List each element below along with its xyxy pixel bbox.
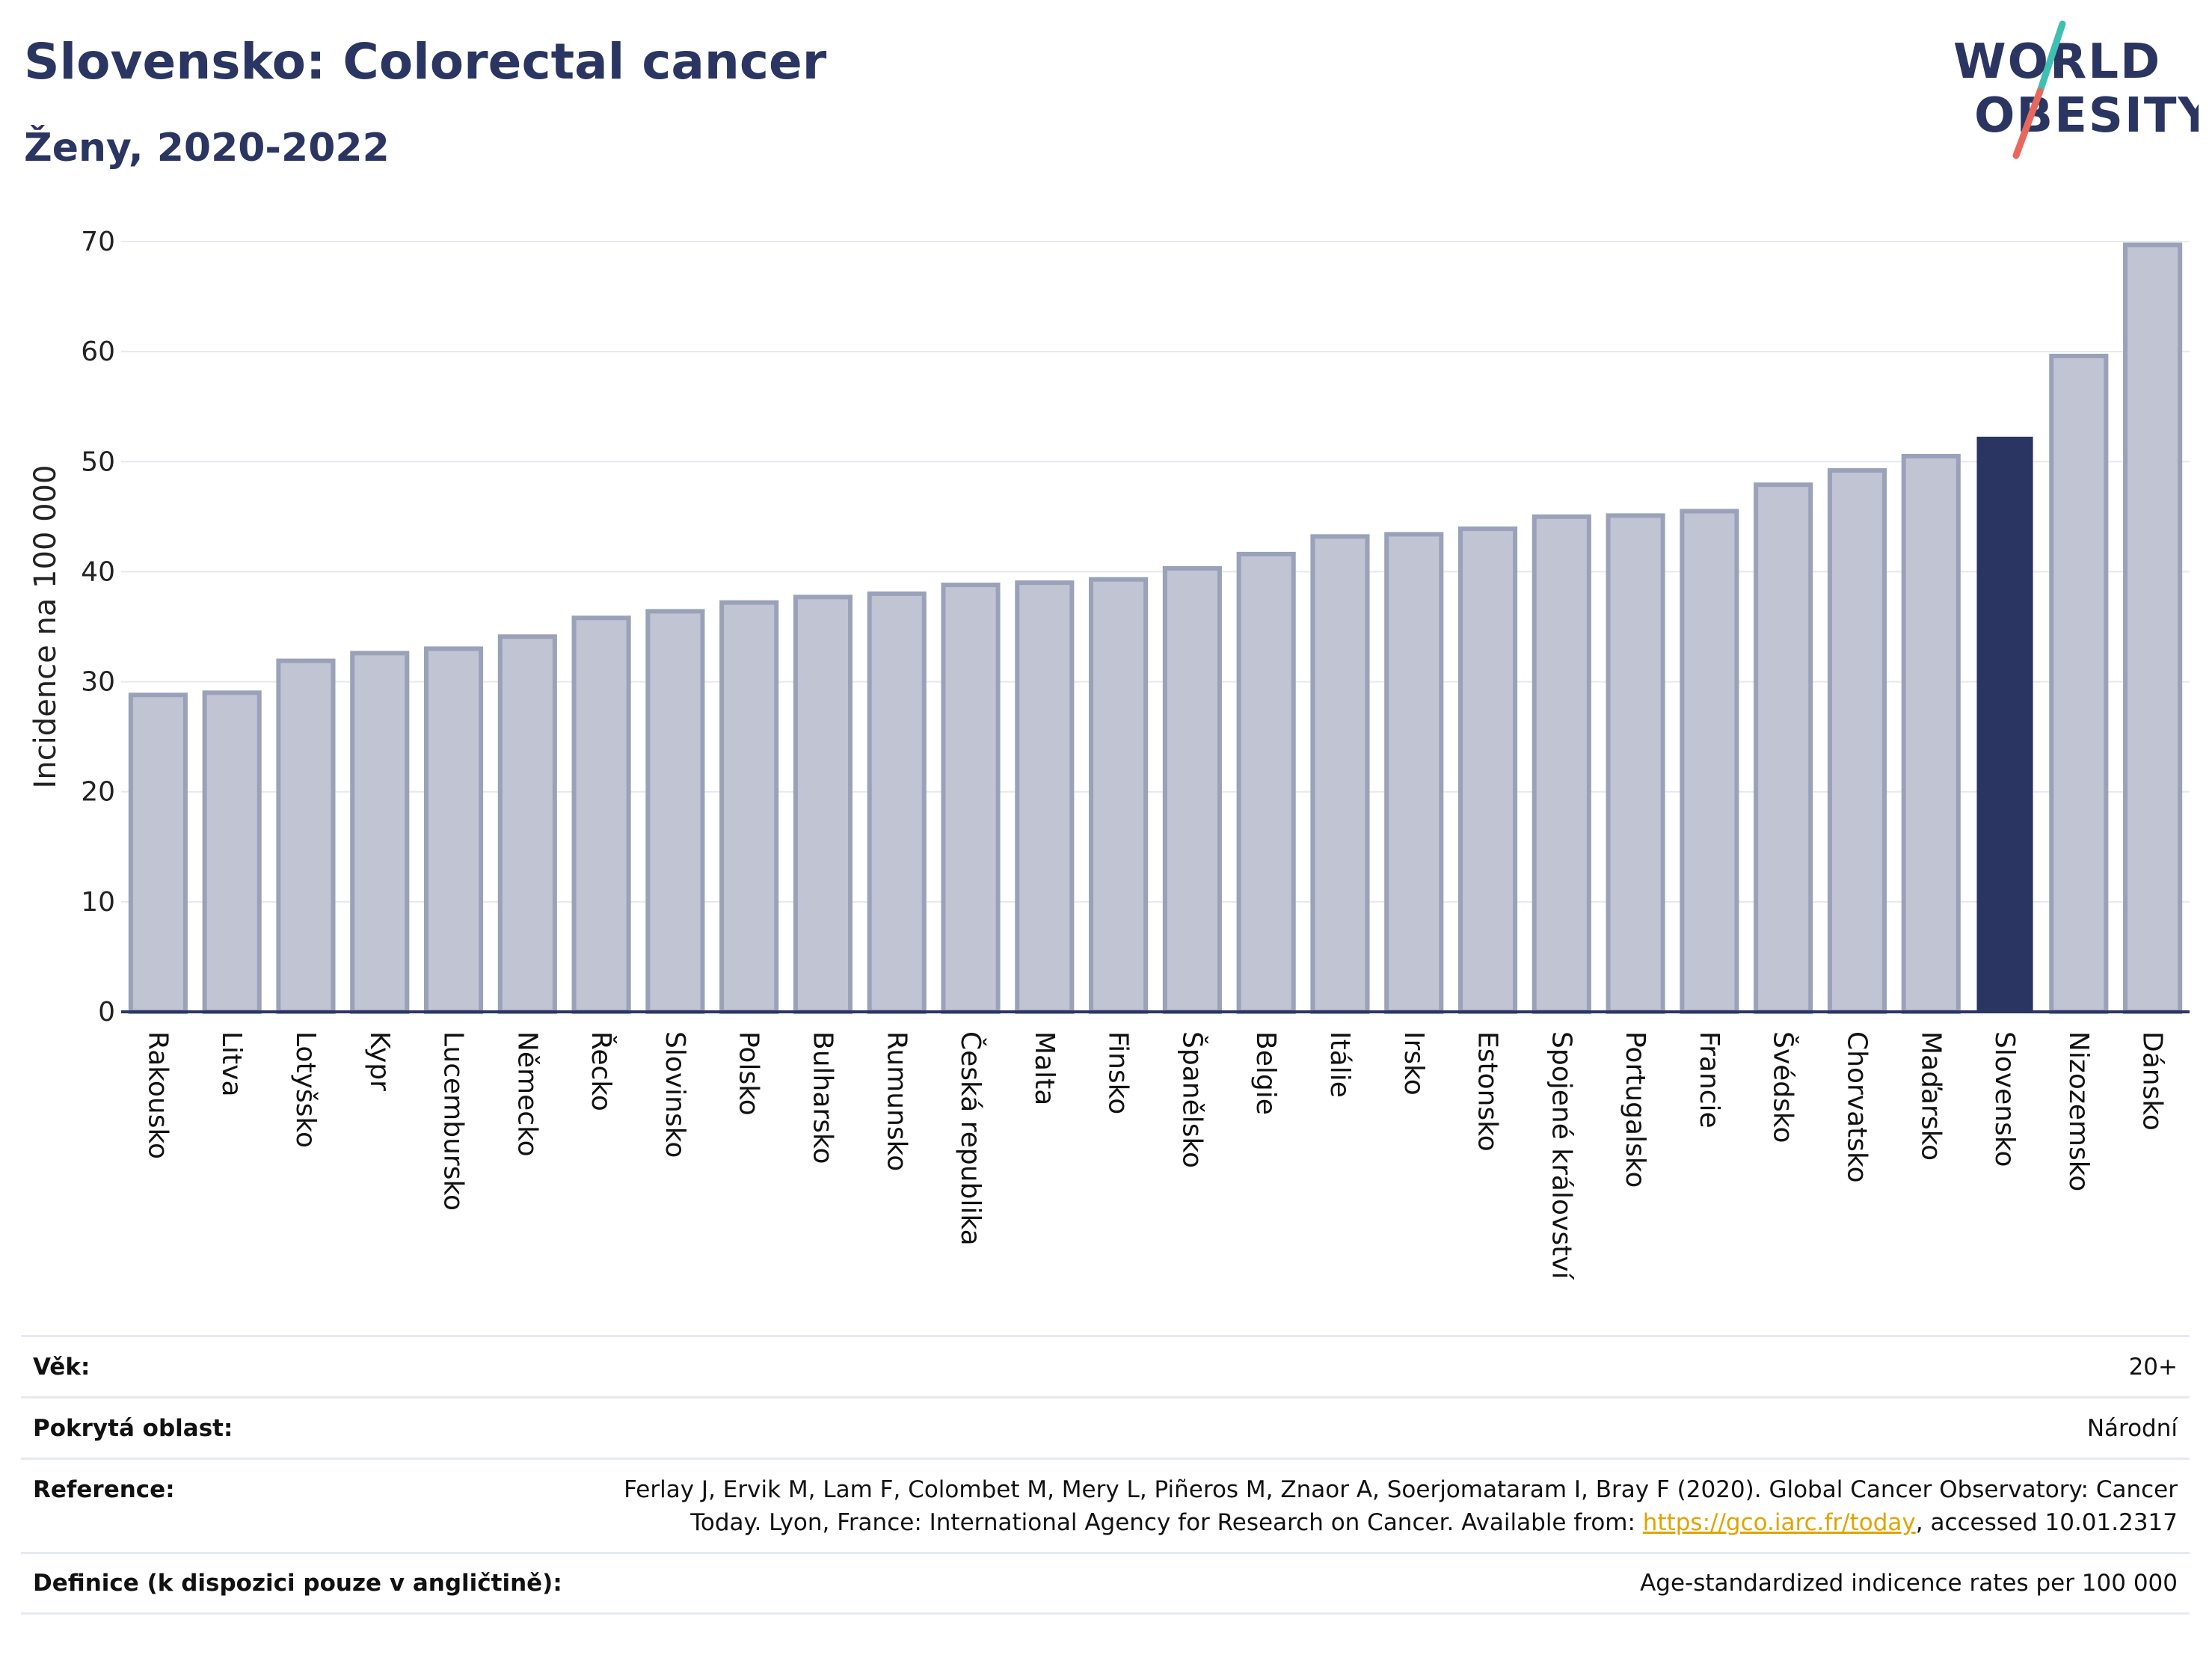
page-title: Slovensko: Colorectal cancer: [24, 33, 827, 90]
logo-slash-teal: [2036, 20, 2066, 95]
bar: [645, 609, 705, 1014]
bar: [2049, 354, 2109, 1014]
x-tick-label: Rumunsko: [881, 1031, 912, 1171]
logo-slash-red: [2012, 87, 2044, 159]
x-tick-label: Česká republika: [955, 1031, 986, 1246]
world-obesity-logo: WORLD OBESITY: [1953, 20, 2199, 159]
x-tick-label: Belgie: [1250, 1031, 1281, 1115]
x-tick-label: Bulharsko: [807, 1031, 838, 1164]
x-tick-label: Litva: [216, 1031, 247, 1097]
bar: [128, 693, 188, 1014]
bar: [867, 591, 927, 1014]
bar: [1162, 566, 1222, 1014]
meta-row-definition: Definice (k dispozici pouze v angličtině…: [21, 1552, 2190, 1615]
x-tick-label: Nizozemsko: [2063, 1031, 2094, 1191]
meta-row-reference: Reference: Ferlay J, Ervik M, Lam F, Col…: [21, 1458, 2190, 1552]
bar: [350, 651, 410, 1014]
y-tick-label: 0: [98, 997, 115, 1028]
logo-word-obesity: OBESITY: [1974, 88, 2199, 144]
x-tick-label: Francie: [1694, 1031, 1724, 1129]
bar-highlight: [1976, 436, 2033, 1013]
x-tick-label: Malta: [1029, 1031, 1060, 1105]
meta-label-age: Věk:: [33, 1353, 90, 1381]
bar: [1236, 551, 1296, 1014]
x-tick-label: Chorvatsko: [1841, 1031, 1872, 1183]
bar: [1089, 577, 1149, 1014]
bar: [1901, 453, 1961, 1014]
meta-label-reference: Reference:: [33, 1476, 175, 1503]
x-tick-label: Rakousko: [142, 1031, 173, 1159]
meta-value-definition: Age-standardized indicence rates per 100…: [1640, 1570, 2178, 1597]
bar: [497, 634, 557, 1014]
reference-text-line1: Ferlay J, Ervik M, Lam F, Colombet M, Me…: [624, 1476, 2178, 1503]
x-tick-label: Dánsko: [2137, 1031, 2168, 1131]
reference-text-line2: Today. Lyon, France: International Agenc…: [690, 1509, 1643, 1536]
x-tick-label: Maďarsko: [1915, 1031, 1946, 1161]
reference-text-accessed: , accessed 10.01.2317: [1915, 1509, 2178, 1536]
x-tick-label: Estonsko: [1472, 1031, 1503, 1152]
meta-label-coverage: Pokrytá oblast:: [33, 1414, 233, 1442]
x-tick-label: Lotyšsko: [290, 1031, 321, 1148]
bar: [1754, 482, 1813, 1014]
x-tick-label: Německo: [511, 1031, 542, 1157]
y-tick-label: 30: [81, 667, 115, 698]
bar: [1680, 509, 1739, 1014]
bar: [1310, 534, 1370, 1014]
x-tick-label: Itálie: [1324, 1031, 1355, 1098]
x-tick-label: Spojené království: [1546, 1031, 1576, 1280]
x-tick-label: Švédsko: [1768, 1031, 1799, 1143]
meta-value-reference: Ferlay J, Ervik M, Lam F, Colombet M, Me…: [624, 1473, 2178, 1539]
x-tick-label: Lucembursko: [438, 1031, 469, 1211]
meta-value-age: 20+: [2128, 1353, 2178, 1381]
bar: [793, 595, 853, 1014]
bar: [941, 583, 1001, 1014]
x-tick-label: Kypr: [364, 1031, 395, 1091]
y-tick-label: 10: [81, 887, 115, 918]
x-tick-label: Slovensko: [1989, 1031, 2020, 1167]
y-tick-label: 70: [81, 227, 115, 257]
x-tick-label: Slovinsko: [660, 1031, 690, 1158]
y-axis-title: Incidence na 100 000: [28, 465, 63, 789]
meta-row-coverage: Pokrytá oblast: Národní: [21, 1396, 2190, 1458]
bar: [1606, 513, 1665, 1014]
x-tick-label: Polsko: [734, 1031, 764, 1116]
meta-value-coverage: Národní: [2086, 1414, 2178, 1442]
x-tick-label: Portugalsko: [1620, 1031, 1650, 1188]
bar: [1015, 580, 1075, 1014]
y-tick-label: 20: [81, 777, 115, 808]
x-tick-label: Španělsko: [1176, 1031, 1208, 1168]
bar: [1531, 514, 1591, 1014]
meta-label-definition: Definice (k dispozici pouze v angličtině…: [33, 1570, 562, 1597]
bar: [276, 658, 336, 1014]
bar: [2123, 242, 2183, 1014]
bar-chart: 0 10 20 30 40 50 60 70 Incidence na 100 000 Rakou…: [28, 227, 2190, 1280]
page-subtitle: Ženy, 2020-2022: [24, 126, 390, 171]
metadata-table: Věk: 20+ Pokrytá oblast: Národní Referen…: [21, 1335, 2190, 1615]
bar: [1457, 526, 1518, 1014]
bar: [1827, 468, 1887, 1014]
meta-row-age: Věk: 20+: [21, 1335, 2190, 1396]
x-tick-label: Finsko: [1103, 1031, 1134, 1114]
x-tick-label: Řecko: [586, 1031, 617, 1111]
bar: [423, 646, 484, 1015]
reference-link[interactable]: https://gco.iarc.fr/today: [1642, 1509, 1916, 1536]
y-tick-label: 40: [81, 556, 115, 587]
bar: [202, 690, 262, 1014]
y-tick-label: 50: [81, 446, 115, 477]
bar: [1384, 532, 1444, 1014]
y-tick-label: 60: [81, 337, 115, 367]
bar: [571, 615, 631, 1014]
x-tick-label: Irsko: [1398, 1031, 1429, 1096]
bar: [719, 600, 779, 1014]
